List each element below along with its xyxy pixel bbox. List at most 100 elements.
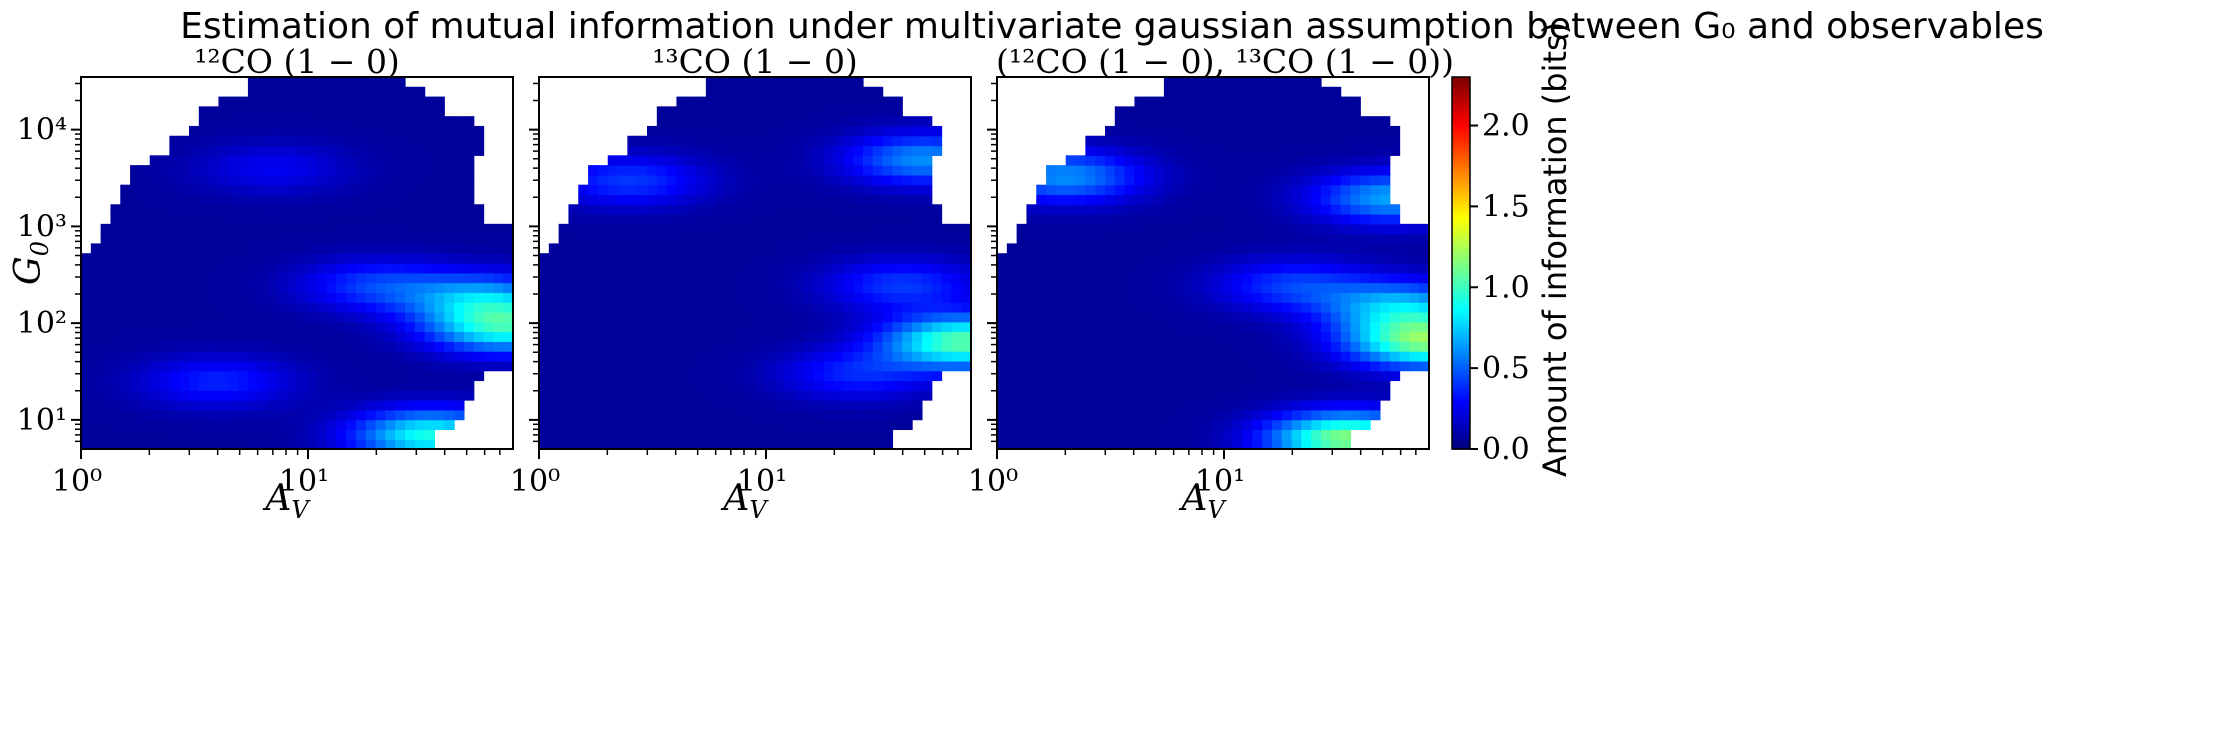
heatmap-cell	[1085, 214, 1096, 225]
heatmap-cell	[1203, 155, 1214, 166]
heatmap-cell	[90, 380, 102, 391]
heatmap-cell	[715, 351, 727, 362]
heatmap-cell	[882, 302, 894, 313]
heatmap-cell	[539, 282, 550, 293]
heatmap-cell	[1301, 155, 1312, 166]
heatmap-cell	[1360, 360, 1371, 372]
heatmap-cell	[198, 125, 210, 137]
heatmap-cell	[395, 409, 406, 421]
heatmap-cell	[764, 223, 776, 235]
heatmap-cell	[1036, 321, 1047, 333]
heatmap-cell	[267, 439, 278, 450]
heatmap-cell	[1183, 243, 1194, 254]
heatmap-cell	[686, 292, 697, 303]
heatmap-cell	[385, 135, 396, 147]
heatmap-cell	[1026, 321, 1037, 333]
heatmap-cell	[1124, 439, 1136, 450]
heatmap-cell	[617, 439, 628, 450]
colorbar-segment	[1452, 393, 1470, 398]
heatmap-cell	[686, 390, 697, 401]
heatmap-cell	[1360, 390, 1371, 401]
heatmap-cell	[833, 165, 844, 176]
heatmap-cell	[405, 214, 416, 225]
heatmap-cell	[548, 380, 560, 391]
panel-title-12co: ¹²CO (1 − 0)	[194, 42, 400, 81]
heatmap-cell	[473, 370, 485, 382]
heatmap-cell	[637, 400, 648, 411]
heatmap-cell	[434, 263, 445, 274]
heatmap-cell	[656, 243, 668, 254]
heatmap-cell	[1379, 331, 1391, 342]
heatmap-cell	[1085, 292, 1096, 303]
heatmap-cell	[189, 302, 200, 313]
heatmap-cell	[1242, 351, 1253, 362]
heatmap-cell	[997, 292, 1008, 303]
heatmap-cell	[198, 400, 210, 411]
heatmap-cell	[100, 253, 112, 264]
heatmap-cell	[558, 370, 570, 382]
heatmap-cell	[1026, 233, 1037, 245]
colorbar-tick-label: 0.0	[1482, 432, 1530, 467]
heatmap-cell	[1134, 184, 1145, 196]
heatmap-cell	[764, 155, 776, 166]
heatmap-cell	[597, 233, 609, 245]
heatmap-cell	[355, 429, 367, 440]
heatmap-cell	[198, 292, 210, 303]
heatmap-cell	[149, 214, 161, 225]
heatmap-cell	[375, 380, 386, 391]
heatmap-cell	[100, 272, 112, 284]
heatmap-cell	[774, 292, 786, 303]
heatmap-cell	[1370, 409, 1381, 421]
heatmap-cell	[843, 400, 854, 411]
heatmap-cell	[588, 214, 599, 225]
heatmap-cell	[1232, 292, 1244, 303]
heatmap-cell	[1321, 106, 1332, 117]
heatmap-cell	[607, 439, 619, 450]
heatmap-cell	[1360, 321, 1371, 333]
colorbar-segment	[1452, 182, 1470, 187]
heatmap-cell	[1144, 194, 1155, 205]
heatmap-cell	[267, 360, 278, 372]
heatmap-cell	[159, 360, 170, 372]
heatmap-cell	[784, 106, 795, 117]
heatmap-cell	[627, 292, 638, 303]
heatmap-cell	[1046, 331, 1057, 342]
heatmap-cell	[336, 165, 347, 176]
heatmap-cell	[784, 214, 795, 225]
heatmap-cell	[539, 311, 550, 323]
heatmap-cell	[1262, 311, 1273, 323]
heatmap-cell	[725, 351, 736, 362]
heatmap-cell	[627, 409, 638, 421]
heatmap-cell	[483, 302, 494, 313]
heatmap-cell	[454, 253, 465, 264]
heatmap-cell	[1134, 194, 1145, 205]
heatmap-cell	[1124, 370, 1136, 382]
heatmap-cell	[833, 243, 844, 254]
heatmap-cell	[228, 204, 239, 215]
heatmap-cell	[843, 184, 854, 196]
heatmap-cell	[764, 409, 776, 421]
heatmap-cell	[1075, 194, 1086, 205]
heatmap-cell	[548, 419, 560, 431]
colorbar-segment	[1452, 390, 1470, 394]
heatmap-cell	[784, 204, 795, 215]
heatmap-cell	[326, 96, 337, 107]
heatmap-cell	[1222, 429, 1234, 440]
heatmap-cell	[120, 439, 131, 450]
heatmap-cell	[921, 135, 933, 147]
heatmap-cell	[139, 263, 151, 274]
heatmap-cell	[548, 272, 560, 284]
heatmap-cell	[316, 370, 328, 382]
heatmap-cell	[725, 155, 736, 166]
heatmap-cell	[139, 331, 151, 342]
heatmap-cell	[833, 360, 844, 372]
heatmap-cell	[208, 400, 220, 411]
heatmap-cell	[179, 321, 190, 333]
heatmap-cell	[1203, 341, 1214, 352]
heatmap-cell	[656, 439, 668, 450]
heatmap-cell	[1242, 409, 1253, 421]
heatmap-cell	[267, 96, 278, 107]
heatmap-cell	[130, 331, 141, 342]
heatmap-cell	[355, 409, 367, 421]
heatmap-cell	[735, 380, 746, 391]
